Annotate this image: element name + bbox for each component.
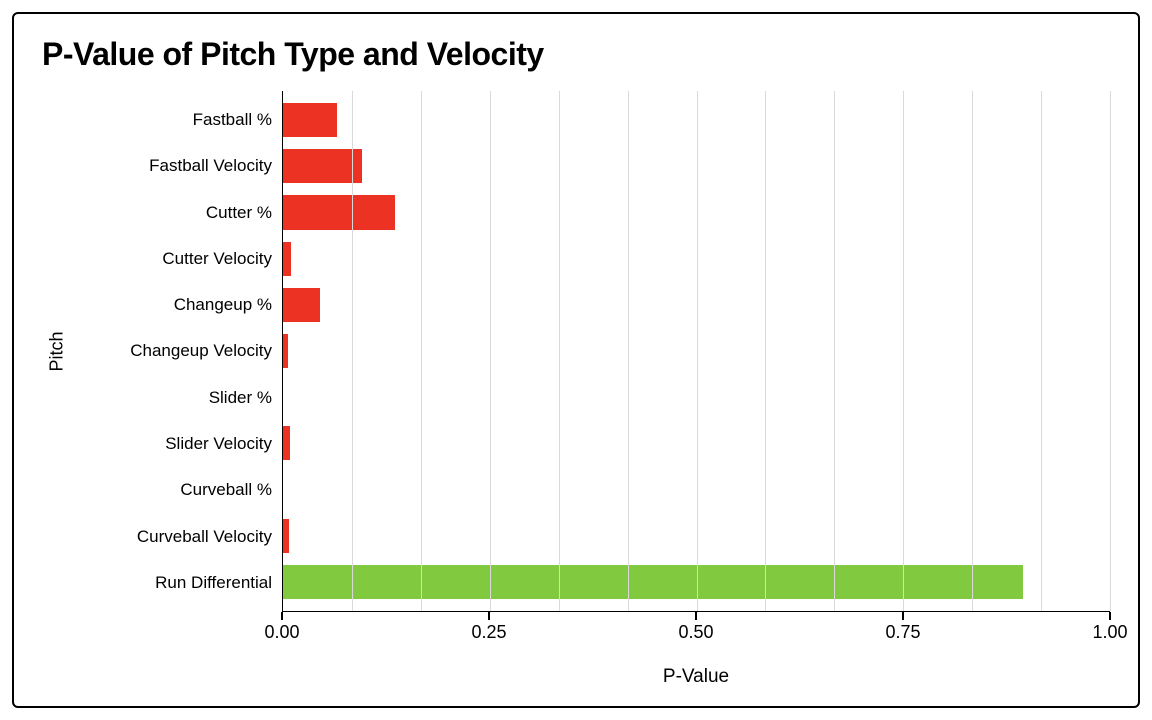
bar (283, 519, 289, 553)
bar (283, 288, 320, 322)
chart-title: P-Value of Pitch Type and Velocity (42, 36, 1110, 73)
xaxis-tick-label: 0.25 (471, 622, 506, 643)
xaxis-tick (902, 612, 904, 620)
yaxis-tick-label: Cutter % (72, 190, 282, 236)
xaxis-tick (488, 612, 490, 620)
gridline-minor (628, 91, 629, 611)
yaxis-tick-label: Changeup Velocity (72, 328, 282, 374)
xaxis-tick (695, 612, 697, 620)
bar (283, 565, 1023, 599)
bar (283, 195, 395, 229)
gridline-minor (1041, 91, 1042, 611)
gridline-major (697, 91, 698, 611)
chart-frame: P-Value of Pitch Type and Velocity Pitch… (12, 12, 1140, 708)
gridline-major (903, 91, 904, 611)
bar (283, 334, 288, 368)
gridline-major (1110, 91, 1111, 611)
yaxis-title-wrap: Pitch (42, 91, 72, 612)
yaxis-title: Pitch (47, 331, 68, 371)
gridline-minor (559, 91, 560, 611)
bar (283, 103, 337, 137)
chart-body: Pitch Fastball %Fastball VelocityCutter … (42, 91, 1110, 688)
gridline-minor (765, 91, 766, 611)
xaxis-tick (281, 612, 283, 620)
gridline-minor (352, 91, 353, 611)
yaxis-tick-label: Slider Velocity (72, 421, 282, 467)
yaxis-zone: Pitch Fastball %Fastball VelocityCutter … (42, 91, 282, 612)
yaxis-tick-label: Slider % (72, 375, 282, 421)
yaxis-tick-label: Fastball Velocity (72, 143, 282, 189)
xaxis-tick (1109, 612, 1111, 620)
bar (283, 242, 291, 276)
xaxis-tick-label: 1.00 (1092, 622, 1127, 643)
bar (283, 149, 362, 183)
yaxis-tick-label: Curveball % (72, 467, 282, 513)
gridline-minor (972, 91, 973, 611)
yaxis-tick-label: Run Differential (72, 560, 282, 606)
yaxis-tick-label: Cutter Velocity (72, 236, 282, 282)
xaxis-row: 0.000.250.500.751.00 (42, 612, 1110, 622)
yaxis-tick-label: Curveball Velocity (72, 513, 282, 559)
xaxis-tick-label: 0.00 (264, 622, 299, 643)
yaxis-tick-label: Changeup % (72, 282, 282, 328)
plot-row: Pitch Fastball %Fastball VelocityCutter … (42, 91, 1110, 612)
gridline-minor (421, 91, 422, 611)
xaxis-spacer (42, 612, 282, 622)
xaxis-title-row: P-Value (42, 666, 1110, 688)
yaxis-labels: Fastball %Fastball VelocityCutter %Cutte… (72, 91, 282, 612)
bar (283, 426, 290, 460)
gridline-minor (834, 91, 835, 611)
xaxis-zone: 0.000.250.500.751.00 (282, 612, 1110, 622)
xaxis-title-spacer (42, 666, 282, 688)
xaxis-tick-label: 0.75 (885, 622, 920, 643)
yaxis-tick-label: Fastball % (72, 97, 282, 143)
xaxis-title: P-Value (282, 666, 1110, 688)
gridline-major (490, 91, 491, 611)
xaxis-tick-label: 0.50 (678, 622, 713, 643)
plot-area (282, 91, 1110, 612)
